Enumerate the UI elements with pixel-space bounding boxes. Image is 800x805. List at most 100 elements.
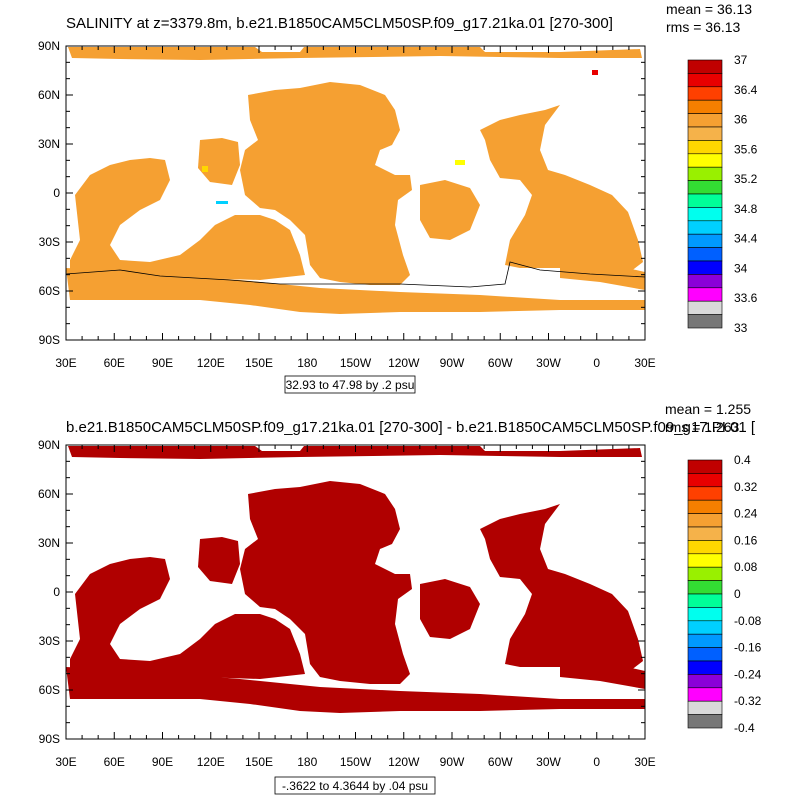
- colorbar-swatch: [687, 233, 723, 248]
- colorbar-swatch: [687, 99, 723, 114]
- x-tick-label: 120E: [197, 755, 225, 769]
- x-tick-label: 60W: [488, 356, 513, 370]
- colorbar-swatch: [687, 486, 723, 501]
- colorbar-label: 34.8: [734, 202, 758, 216]
- x-tick-label: 30W: [536, 356, 561, 370]
- panel-1-contour-info: 32.93 to 47.98 by .2 psu: [286, 378, 415, 392]
- colorbar-swatch: [687, 274, 723, 289]
- x-tick-label: 120W: [388, 356, 420, 370]
- panel-2-map: [66, 446, 645, 713]
- x-tick-label: 90W: [440, 356, 465, 370]
- colorbar-swatch: [687, 166, 723, 181]
- colorbar-label: 36.4: [734, 83, 758, 97]
- colorbar-swatch: [687, 566, 723, 581]
- colorbar-label: 0.24: [734, 507, 758, 521]
- colorbar-swatch: [687, 540, 723, 555]
- colorbar-swatch: [687, 647, 723, 662]
- x-tick-label: 30E: [634, 356, 655, 370]
- colorbar-swatch: [687, 526, 723, 541]
- colorbar-swatch: [687, 180, 723, 195]
- x-tick-label: 90W: [440, 755, 465, 769]
- colorbar-swatch: [687, 126, 723, 141]
- panel-salinity: SALINITY at z=3379.8m, b.e21.B1850CAM5CL…: [38, 1, 758, 394]
- y-tick-label: 60S: [39, 284, 60, 298]
- y-tick-label: 0: [53, 186, 60, 200]
- colorbar-swatch: [687, 153, 723, 168]
- colorbar-swatch: [687, 580, 723, 595]
- colorbar-swatch: [687, 620, 723, 635]
- x-tick-label: 90E: [152, 755, 173, 769]
- y-tick-label: 60N: [38, 88, 60, 102]
- colorbar-swatch: [687, 607, 723, 622]
- colorbar-swatch: [687, 674, 723, 689]
- colorbar-label: 0.08: [734, 560, 758, 574]
- y-tick-label: 90N: [38, 39, 60, 53]
- x-tick-label: 0: [593, 356, 600, 370]
- colorbar-swatch: [687, 714, 723, 729]
- colorbar-label: 0.16: [734, 533, 758, 547]
- colorbar-swatch: [687, 86, 723, 101]
- y-tick-label: 90S: [39, 732, 60, 746]
- panel-2-rms: rms = 1.263: [665, 419, 740, 435]
- x-tick-label: 30W: [536, 755, 561, 769]
- panel-1-map: [66, 47, 645, 314]
- x-tick-label: 150W: [340, 755, 372, 769]
- colorbar-swatch: [687, 633, 723, 648]
- colorbar-swatch: [687, 660, 723, 675]
- panel-1-colorbar: 37 36.4 36 35.6 35.2 34.8 34.4 34 33.6 33: [687, 53, 758, 335]
- colorbar-label: 35.6: [734, 142, 758, 156]
- x-tick-label: 150E: [245, 356, 273, 370]
- colorbar-swatch: [687, 207, 723, 222]
- panel-1-ocean-field: [66, 47, 645, 314]
- panel-2-contour-info: -.3622 to 4.3644 by .04 psu: [282, 779, 428, 793]
- panel-2-title: b.e21.B1850CAM5CLM50SP.f09_g17.21ka.01 […: [66, 419, 756, 436]
- colorbar-swatch: [687, 300, 723, 315]
- y-tick-label: 30N: [38, 137, 60, 151]
- x-tick-label: 120W: [388, 755, 420, 769]
- colorbar-swatch: [687, 473, 723, 488]
- colorbar-swatch: [687, 593, 723, 608]
- panel-2-mean: mean = 1.255: [665, 401, 751, 417]
- colorbar-label: 36: [734, 113, 748, 127]
- x-tick-label: 60E: [104, 755, 125, 769]
- colorbar-swatch: [687, 687, 723, 702]
- y-tick-label: 0: [53, 585, 60, 599]
- colorbar-swatch: [687, 499, 723, 514]
- x-tick-label: 30E: [55, 755, 76, 769]
- colorbar-swatch: [687, 260, 723, 275]
- colorbar-swatch: [687, 700, 723, 715]
- panel-1-mean: mean = 36.13: [666, 1, 752, 17]
- x-tick-label: 150W: [340, 356, 372, 370]
- panel-difference: b.e21.B1850CAM5CLM50SP.f09_g17.21ka.01 […: [38, 401, 762, 795]
- panel-2-colorbar: 0.4 0.32 0.24 0.16 0.08 0 -0.08 -0.16 -0.24 -0.32…: [687, 453, 762, 735]
- colorbar-label: 0.32: [734, 480, 758, 494]
- colorbar-label: 34.4: [734, 232, 758, 246]
- x-tick-label: 180: [297, 755, 317, 769]
- y-tick-label: 90S: [39, 333, 60, 347]
- x-tick-label: 60W: [488, 755, 513, 769]
- colorbar-swatch: [687, 513, 723, 528]
- x-tick-label: 120E: [197, 356, 225, 370]
- y-tick-label: 90N: [38, 438, 60, 452]
- x-tick-label: 30E: [634, 755, 655, 769]
- colorbar-label: -0.16: [734, 641, 762, 655]
- colorbar-swatch: [687, 113, 723, 128]
- x-tick-label: 180: [297, 356, 317, 370]
- colorbar-swatch: [687, 73, 723, 88]
- colorbar-label: 34: [734, 261, 748, 275]
- colorbar-swatch: [687, 459, 723, 474]
- colorbar-label: 33: [734, 321, 748, 335]
- x-tick-label: 0: [593, 755, 600, 769]
- colorbar-label: -0.08: [734, 614, 762, 628]
- x-tick-label: 150E: [245, 755, 273, 769]
- colorbar-label: 37: [734, 53, 748, 67]
- colorbar-label: 33.6: [734, 291, 758, 305]
- panel-2-info-box: -.3622 to 4.3644 by .04 psu: [274, 776, 436, 795]
- x-tick-label: 90E: [152, 356, 173, 370]
- y-tick-label: 60N: [38, 487, 60, 501]
- x-tick-label: 30E: [55, 356, 76, 370]
- colorbar-swatch: [687, 220, 723, 235]
- colorbar-label: -0.24: [734, 667, 762, 681]
- y-tick-label: 30S: [39, 634, 60, 648]
